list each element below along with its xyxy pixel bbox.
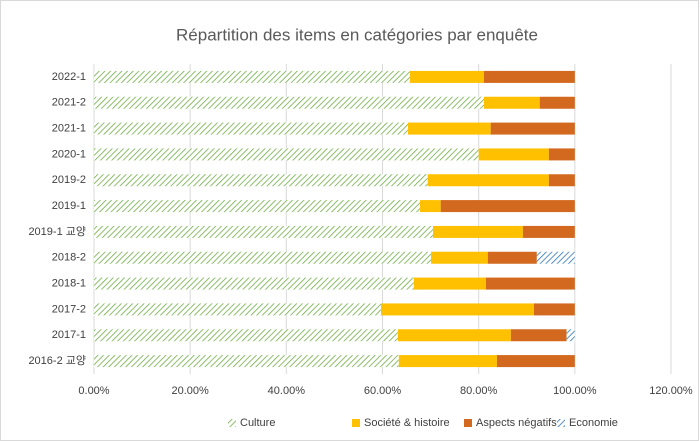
bar-segment	[478, 148, 549, 161]
y-tick-label: 2019-1 교양	[28, 225, 86, 238]
y-tick-label: 2017-2	[52, 303, 86, 315]
x-tick-label: 0.00%	[78, 385, 109, 397]
bar-segment	[522, 225, 575, 238]
x-tick-label: 40.00%	[268, 385, 306, 397]
bar-segment	[496, 355, 575, 368]
bar-segment	[398, 355, 497, 368]
y-tick-label: 2021-1	[52, 122, 86, 134]
bar-segment	[483, 96, 540, 109]
bar-segment	[397, 329, 511, 342]
bar-segment	[487, 251, 537, 264]
bar-segment	[94, 303, 382, 316]
legend-swatch	[464, 419, 472, 427]
y-tick-label: 2021-2	[52, 97, 86, 109]
x-tick-label: 60.00%	[364, 385, 402, 397]
bar-segment	[381, 303, 534, 316]
y-tick-label: 2019-2	[52, 174, 86, 186]
x-tick-label: 100.00%	[553, 385, 597, 397]
y-tick-label: 2020-1	[52, 148, 86, 160]
legend-label: Culture	[240, 417, 275, 429]
legend-swatch	[352, 419, 360, 427]
bar-segment	[440, 200, 575, 213]
bar-segment	[420, 200, 441, 213]
chart-title: Répartition des items en catégories par …	[176, 25, 538, 44]
bar-segment	[94, 174, 428, 187]
bar-segment	[427, 174, 549, 187]
bar-segment	[94, 225, 433, 238]
bar-segment	[431, 251, 488, 264]
bar-segment	[94, 251, 432, 264]
bar-segment	[483, 70, 575, 83]
y-tick-label: 2018-2	[52, 252, 86, 264]
legend-swatch	[557, 419, 565, 427]
bar-segment	[94, 277, 414, 290]
x-tick-label: 80.00%	[460, 385, 498, 397]
x-tick-label: 120.00%	[649, 385, 693, 397]
y-tick-label: 2019-1	[52, 200, 86, 212]
bar-segment	[510, 329, 567, 342]
bar-segment	[566, 329, 575, 342]
legend-label: Société & histoire	[364, 417, 450, 429]
bar-segment	[548, 174, 575, 187]
bar-segment	[485, 277, 575, 290]
x-tick-label: 20.00%	[172, 385, 210, 397]
bar-segment	[94, 70, 410, 83]
bar-segment	[94, 329, 398, 342]
bar-segment	[490, 122, 575, 135]
bar-segment	[94, 148, 479, 161]
y-tick-label: 2022-1	[52, 71, 86, 83]
legend-label: Economie	[569, 417, 618, 429]
bar-segment	[409, 70, 484, 83]
bar-segment	[548, 148, 575, 161]
bar-segment	[407, 122, 491, 135]
bar-segment	[432, 225, 523, 238]
y-tick-label: 2017-1	[52, 329, 86, 341]
bar-segment	[539, 96, 575, 109]
legend-swatch	[228, 419, 236, 427]
y-tick-label: 2016-2 교양	[28, 354, 86, 367]
bar-segment	[94, 200, 421, 213]
legend-label: Aspects négatifs	[476, 417, 557, 429]
bar-segment	[94, 122, 408, 135]
bar-segment	[536, 251, 575, 264]
bar-segment	[94, 355, 399, 368]
y-tick-label: 2018-1	[52, 277, 86, 289]
bar-segment	[533, 303, 575, 316]
bar-segment	[413, 277, 486, 290]
bar-segment	[94, 96, 484, 109]
